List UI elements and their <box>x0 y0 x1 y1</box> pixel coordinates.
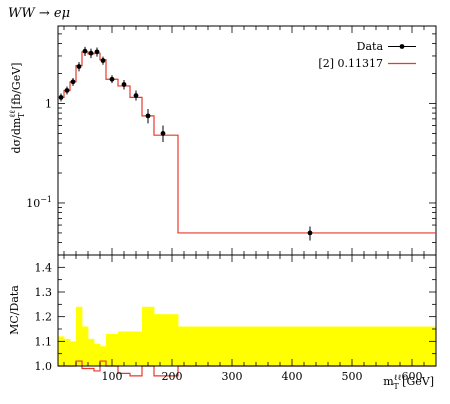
data-point <box>94 49 100 55</box>
ratio-band-bin <box>76 306 83 366</box>
ratio-band-bin <box>178 326 437 366</box>
ratio-band-bin <box>130 331 143 366</box>
ratio-band-bin <box>58 336 65 366</box>
ratio-y-tick-label: 1.1 <box>35 335 53 348</box>
ratio-panel: 1.0 1.1 1.2 1.3 1.4 100 200 300 400 500 600 MC/Da… <box>8 254 437 391</box>
legend-mc-label: [2] 0.11317 <box>318 57 383 70</box>
ratio-band-bin <box>82 326 89 366</box>
plot-title: WW → eμ <box>8 6 70 21</box>
data-points <box>58 46 313 241</box>
ratio-band-bin <box>94 343 101 366</box>
ratio-uncertainty-band <box>58 306 437 366</box>
x-tick-label: 400 <box>282 370 303 383</box>
ratio-y-ticks: 1.0 1.1 1.2 1.3 1.4 <box>35 254 436 373</box>
ratio-band-bin <box>106 333 119 366</box>
data-point <box>133 93 139 98</box>
x-tick-label: 500 <box>342 370 363 383</box>
data-point <box>109 76 115 82</box>
data-point <box>145 113 151 119</box>
data-point <box>82 48 88 54</box>
data-point <box>88 50 94 56</box>
main-y-tick-label: 1 <box>45 97 52 110</box>
x-axis-label: mℓℓ T [GeV] <box>383 373 434 391</box>
legend-data-label: Data <box>357 40 384 53</box>
ratio-frame <box>57 254 437 367</box>
x-tick-label: 200 <box>162 370 183 383</box>
main-x-ticks <box>63 26 437 255</box>
ratio-y-tick-label: 1.0 <box>35 360 53 373</box>
data-point <box>70 79 76 85</box>
main-y-axis-label: dσ/dmℓℓT [fb/GeV] <box>8 63 26 154</box>
x-tick-label: 100 <box>102 370 123 383</box>
x-tick-label: 300 <box>222 370 243 383</box>
main-y-tick-label: 10−1 <box>26 195 52 210</box>
data-point <box>307 230 313 236</box>
ratio-x-ticks: 100 200 300 400 500 600 <box>63 255 437 383</box>
ratio-band-bin <box>154 314 179 366</box>
data-point <box>121 82 127 87</box>
ratio-y-tick-label: 1.3 <box>35 286 53 299</box>
mc-histogram-line <box>58 51 436 234</box>
data-point <box>100 58 106 63</box>
mc-histogram <box>58 51 436 234</box>
legend-data-marker <box>399 44 405 49</box>
ratio-y-axis-label: MC/Data <box>8 285 21 335</box>
ratio-band-bin <box>70 341 77 366</box>
data-point <box>58 95 64 100</box>
ratio-band-bin <box>88 338 95 366</box>
data-point <box>76 64 82 69</box>
legend: Data [2] 0.11317 <box>318 40 416 70</box>
ratio-band-bin <box>118 331 131 366</box>
data-point <box>160 131 166 136</box>
ratio-band-bin <box>100 346 107 366</box>
ratio-y-tick-label: 1.2 <box>35 311 53 324</box>
ratio-band-bin <box>64 338 71 366</box>
main-panel: 10−1 1 dσ/dmℓℓT [fb/GeV] Data [2] 0.11317 <box>8 25 437 256</box>
ratio-y-tick-label: 1.4 <box>35 261 53 274</box>
x-tick-label: 600 <box>402 370 423 383</box>
data-point <box>64 88 70 93</box>
ratio-band-bin <box>142 306 155 366</box>
